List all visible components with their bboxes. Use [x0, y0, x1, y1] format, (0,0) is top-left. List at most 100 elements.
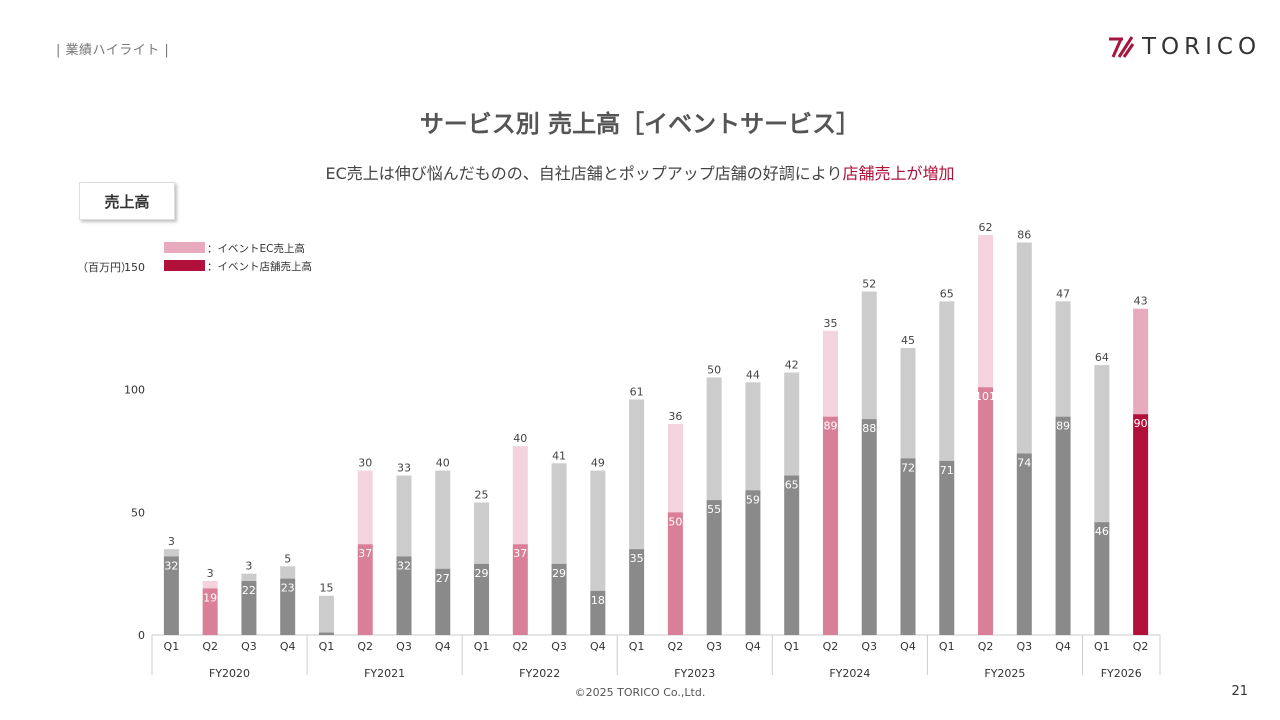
x-tick-label: Q3: [396, 640, 412, 653]
x-tick-label: Q1: [939, 640, 955, 653]
bar-ec: [1055, 301, 1071, 417]
bar-ec: [1133, 308, 1149, 415]
bar-ec: [551, 463, 567, 564]
bar-ec: [318, 595, 334, 633]
data-label-ec: 44: [746, 368, 760, 381]
page-title: サービス別 売上高［イベントサービス］: [419, 110, 861, 138]
bar-ec: [357, 470, 373, 545]
x-tick-label: Q4: [1055, 640, 1071, 653]
x-tick-label: Q2: [357, 640, 373, 653]
subtitle-text: EC売上は伸び悩んだものの、自社店舗とポップアップ店舗の好調により: [325, 164, 843, 183]
x-tick-label: Q4: [435, 640, 451, 653]
data-label-ec: 64: [1095, 351, 1109, 364]
data-label-store: 1: [323, 636, 330, 649]
subtitle-highlight: 店舗売上が増加: [842, 164, 955, 183]
data-label-ec: 15: [319, 582, 333, 595]
bar-store: [1094, 522, 1110, 635]
data-label-ec: 3: [207, 567, 214, 580]
data-label-store: 46: [1095, 525, 1109, 538]
bar-ec: [163, 549, 179, 557]
x-tick-label: Q1: [1094, 640, 1110, 653]
bar-store: [822, 416, 838, 635]
data-label-ec: 5: [284, 552, 291, 565]
x-tick-label: Q1: [319, 640, 335, 653]
x-tick-label: Q3: [706, 640, 722, 653]
bar-ec: [939, 301, 955, 461]
y-tick-label: 0: [138, 629, 145, 642]
bar-ec: [1094, 365, 1110, 523]
bar-store: [474, 563, 490, 635]
bar-ec: [978, 235, 994, 388]
bar-store: [280, 578, 296, 635]
data-label-ec: 45: [901, 334, 915, 347]
bar-store: [590, 590, 606, 635]
bar-ec: [667, 424, 683, 513]
section-label: | 業績ハイライト |: [56, 43, 170, 58]
data-label-store: 59: [746, 493, 760, 506]
data-label-ec: 61: [630, 385, 644, 398]
x-tick-label: Q3: [1016, 640, 1032, 653]
bar-ec: [241, 573, 257, 582]
data-label-ec: 43: [1134, 295, 1148, 308]
bar-store: [706, 500, 722, 635]
bar-store: [978, 387, 994, 635]
page-number: 21: [1231, 684, 1248, 699]
data-label-store: 88: [862, 422, 876, 435]
bar-store: [512, 544, 528, 635]
bar-store: [1016, 453, 1032, 635]
data-label-ec: 65: [940, 287, 954, 300]
data-label-ec: 36: [668, 410, 682, 423]
bar-store: [396, 556, 412, 635]
data-label-ec: 3: [168, 535, 175, 548]
x-tick-label: Q4: [590, 640, 606, 653]
bar-store: [667, 512, 683, 635]
data-label-ec: 49: [591, 457, 605, 470]
legend-swatch: [164, 242, 205, 253]
bar-ec: [280, 566, 296, 579]
legend-swatch: [164, 260, 205, 271]
bar-store: [1133, 414, 1149, 635]
torico-logo-icon: [1109, 36, 1134, 58]
data-label-ec: 62: [979, 221, 993, 234]
data-label-store: 65: [785, 479, 799, 492]
data-label-store: 89: [823, 420, 837, 433]
bar-store: [318, 632, 334, 635]
x-tick-label: Q2: [512, 640, 528, 653]
bar-ec: [706, 377, 722, 501]
data-label-store: 72: [901, 461, 915, 474]
x-tick-label: Q2: [1133, 640, 1149, 653]
data-label-store: 29: [552, 567, 566, 580]
data-label-ec: 52: [862, 278, 876, 291]
data-label-store: 37: [513, 547, 527, 560]
data-label-ec: 40: [436, 457, 450, 470]
bar-store: [861, 419, 877, 635]
bar-ec: [1016, 242, 1032, 454]
legend-label: ：イベントEC売上高: [207, 242, 305, 255]
data-label-ec: 3: [245, 560, 252, 573]
data-label-store: 71: [940, 464, 954, 477]
data-label-ec: 40: [513, 432, 527, 445]
copyright-footer: ©2025 TORICO Co.,Ltd.: [574, 686, 706, 699]
y-tick-label: 150: [124, 261, 145, 274]
x-tick-label: Q1: [474, 640, 490, 653]
bar-store: [745, 490, 761, 635]
fy-label: FY2022: [519, 667, 560, 680]
data-label-store: 74: [1017, 456, 1031, 469]
bar-ec: [861, 291, 877, 420]
bar-store: [939, 460, 955, 635]
bar-ec: [590, 470, 606, 591]
bar-store: [163, 556, 179, 635]
fy-label: FY2025: [984, 667, 1025, 680]
y-tick-label: 100: [124, 384, 145, 397]
x-tick-label: Q3: [861, 640, 877, 653]
x-tick-label: Q2: [978, 640, 994, 653]
data-label-ec: 47: [1056, 287, 1070, 300]
data-label-ec: 41: [552, 449, 566, 462]
x-tick-label: Q2: [202, 640, 218, 653]
bar-store: [629, 549, 645, 635]
bar-ec: [396, 475, 412, 557]
bar-ec: [745, 382, 761, 491]
bar-store: [551, 563, 567, 635]
bar-ec: [629, 399, 645, 550]
